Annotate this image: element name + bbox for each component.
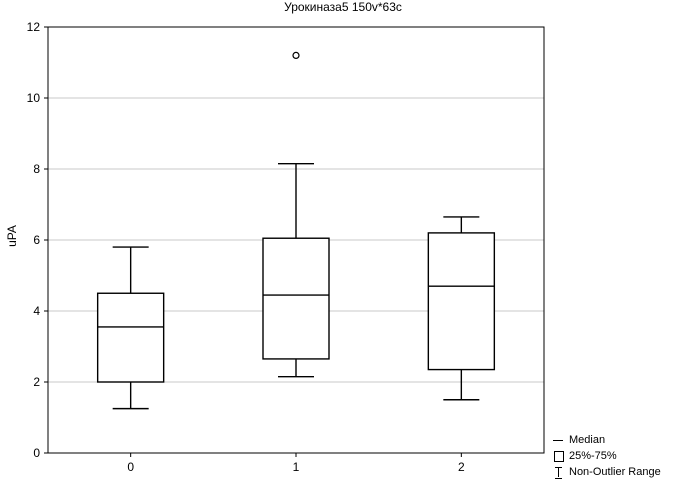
legend-label-iqr: 25%-75% <box>569 450 617 462</box>
y-tick-label: 0 <box>33 446 40 460</box>
chart-title: Урокиназа5 150v*63c <box>284 0 402 14</box>
legend-item-iqr: 25%-75% <box>551 448 661 464</box>
whisker-symbol-icon <box>551 465 567 479</box>
y-tick-label: 2 <box>33 375 40 389</box>
iqr-box-1 <box>262 237 330 360</box>
box-symbol-icon <box>551 449 567 463</box>
legend-item-range: Non-Outlier Range <box>551 464 661 480</box>
iqr-box-2 <box>427 232 496 371</box>
x-tick-label: 1 <box>293 460 300 474</box>
y-tick-label: 12 <box>27 20 41 34</box>
outlier-point-1-0 <box>292 51 300 60</box>
y-tick-label: 10 <box>27 91 41 105</box>
legend-label-range: Non-Outlier Range <box>569 466 661 478</box>
x-tick-label: 2 <box>458 460 465 474</box>
y-tick-label: 4 <box>33 304 40 318</box>
iqr-box-0 <box>96 292 165 383</box>
legend-label-median: Median <box>569 434 606 446</box>
legend: Median 25%-75% Non-Outlier Range <box>551 432 661 480</box>
y-tick-label: 6 <box>33 233 40 247</box>
y-tick-label: 8 <box>33 162 40 176</box>
x-tick-label: 0 <box>127 460 134 474</box>
median-symbol-icon <box>551 433 567 447</box>
legend-item-median: Median <box>551 432 661 448</box>
